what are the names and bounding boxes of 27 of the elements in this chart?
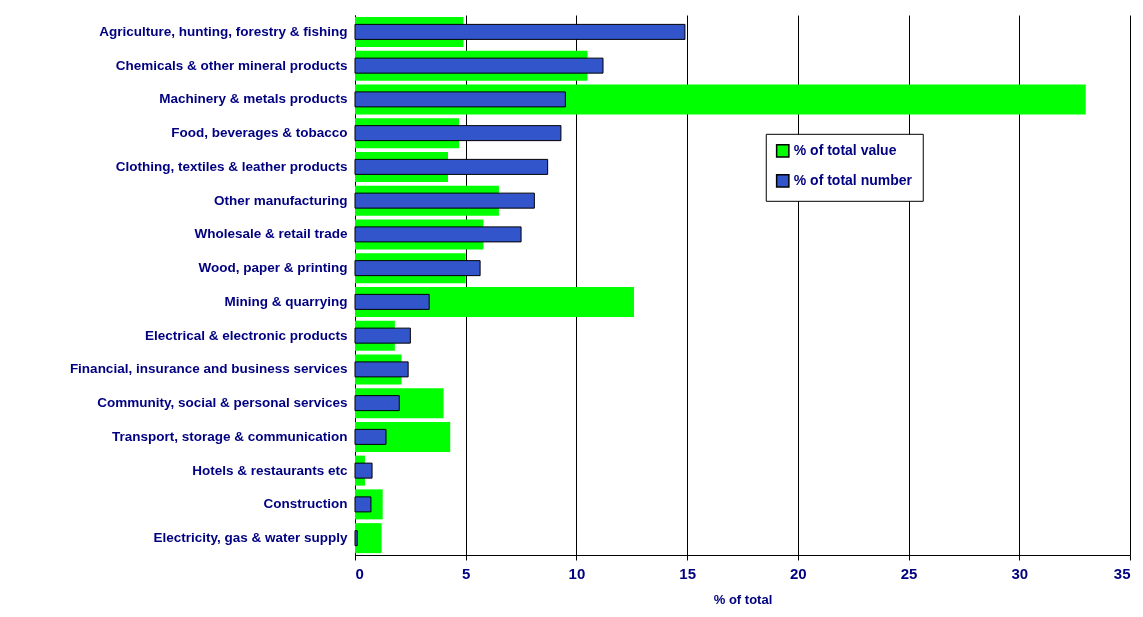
x-tick-label: 35: [1113, 564, 1131, 582]
y-tick-label: Agriculture, hunting, forestry & fishing: [99, 23, 348, 39]
y-tick-label: Food, beverages & tobacco: [171, 125, 348, 141]
y-tick-label: Other manufacturing: [213, 192, 348, 208]
y-tick-label: Chemicals & other mineral products: [115, 57, 348, 73]
y-tick-label: Community, social & personal services: [97, 395, 348, 411]
x-tick-label: 0: [355, 564, 364, 582]
y-tick-label: Transport, storage & communication: [111, 428, 348, 444]
y-tick-label: Electrical & electronic products: [144, 327, 348, 343]
x-tick-label: 15: [679, 564, 696, 582]
legend-label: % of total value: [793, 141, 897, 158]
x-tick-label: 10: [568, 564, 586, 582]
y-tick-label: Mining & quarrying: [224, 293, 348, 309]
y-tick-label: Electricity, gas & water supply: [153, 530, 348, 546]
x-tick-label: 30: [1011, 564, 1029, 582]
x-tick-label: 5: [462, 564, 471, 582]
y-tick-label: Construction: [263, 496, 348, 512]
x-tick-label: 25: [900, 564, 918, 582]
y-tick-label: Financial, insurance and business services: [69, 361, 348, 377]
y-tick-label: Wholesale & retail trade: [194, 226, 348, 242]
y-tick-label: Wood, paper & printing: [198, 260, 348, 276]
x-axis-title: % of total: [713, 591, 773, 607]
legend-label: % of total number: [793, 171, 913, 188]
x-tick-label: 20: [790, 564, 807, 582]
y-tick-label: Clothing, textiles & leather products: [115, 158, 348, 174]
y-tick-label: Machinery & metals products: [159, 91, 348, 107]
y-tick-label: Hotels & restaurants etc: [192, 462, 348, 478]
